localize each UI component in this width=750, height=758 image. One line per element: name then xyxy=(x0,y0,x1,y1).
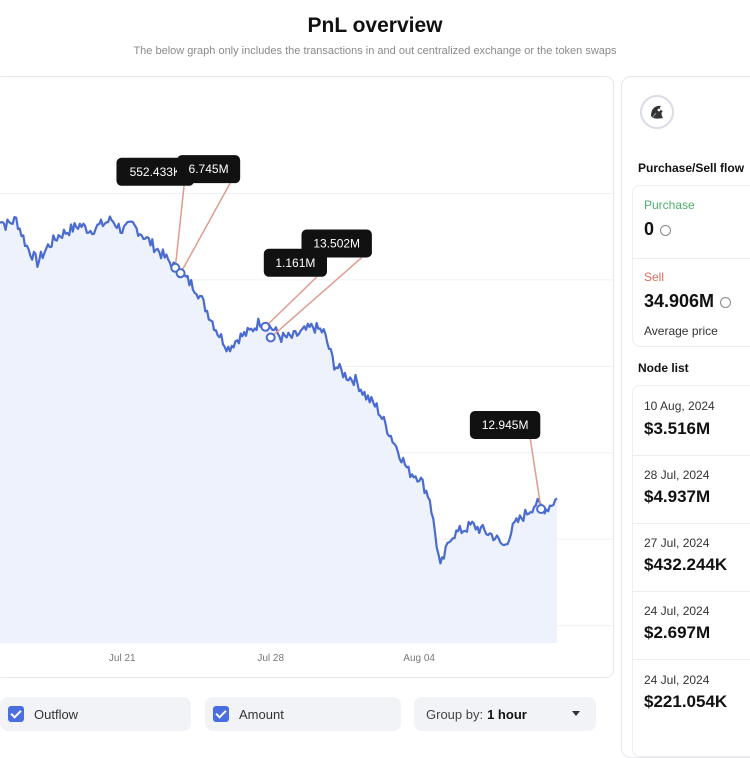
card-divider xyxy=(632,258,750,259)
node-divider xyxy=(632,659,750,660)
node-value: $3.516M xyxy=(644,419,711,438)
node-list-title: Node list xyxy=(638,361,689,375)
flow-title: Purchase/Sell flow xyxy=(638,161,745,175)
header: PnL overview The below graph only includ… xyxy=(0,0,750,70)
annotation-callout xyxy=(116,157,195,186)
outflow-checkbox[interactable] xyxy=(8,706,24,722)
outflow-toggle[interactable]: Outflow xyxy=(0,697,191,731)
annotation-point xyxy=(175,268,186,279)
node-divider xyxy=(632,523,750,524)
annotation-label: 12.945M xyxy=(482,418,529,432)
node-date: 10 Aug, 2024 xyxy=(644,399,715,413)
annotation-connector xyxy=(179,182,231,274)
node-divider xyxy=(632,455,750,456)
annotation-point xyxy=(260,321,271,332)
caret-down-icon xyxy=(572,711,580,716)
node-value: $221.054K xyxy=(644,692,728,711)
node-date: 24 Jul, 2024 xyxy=(644,604,710,618)
average-price-label: Average price xyxy=(644,324,718,338)
node-value: $2.697M xyxy=(644,623,711,642)
annotation-connector xyxy=(174,185,185,268)
purchase-sell-card xyxy=(632,185,750,347)
token-logo-icon xyxy=(644,99,670,125)
node-divider xyxy=(632,591,750,592)
annotation-connector xyxy=(264,276,318,328)
token-small-icon xyxy=(720,296,732,308)
annotation-label: 13.502M xyxy=(313,236,360,250)
annotation-point xyxy=(265,332,276,343)
annotation-label: 6.745M xyxy=(189,162,229,176)
chart-controls: Outflow Amount Group by: 1 hour xyxy=(0,697,610,733)
pnl-line xyxy=(0,215,558,565)
annotation-label: 1.161M xyxy=(275,256,315,270)
node-date: 28 Jul, 2024 xyxy=(644,468,710,482)
annotation-label: 552.433K xyxy=(130,165,181,179)
sell-label: Sell xyxy=(644,270,665,284)
page-subtitle: The below graph only includes the transa… xyxy=(133,45,617,57)
annotation-connector xyxy=(270,256,363,339)
x-tick-label: Jul 21 xyxy=(109,653,136,664)
page-title: PnL overview xyxy=(307,14,443,37)
outflow-label: Outflow xyxy=(34,706,79,722)
node-value: $4.937M xyxy=(644,487,711,506)
node-date: 27 Jul, 2024 xyxy=(644,536,710,550)
token-avatar[interactable] xyxy=(640,95,674,129)
annotation-point xyxy=(536,504,547,514)
amount-label: Amount xyxy=(239,706,284,722)
purchase-value: 0 xyxy=(644,219,672,240)
sidebar-panel: Purchase/Sell flow Purchase 0 Sell 34.90… xyxy=(621,76,750,758)
purchase-value-text: 0 xyxy=(644,219,655,239)
amount-checkbox[interactable] xyxy=(213,706,229,722)
sell-value: 34.906M xyxy=(644,291,732,312)
node-date: 24 Jul, 2024 xyxy=(644,673,710,687)
annotation-callout xyxy=(301,229,372,258)
node-value: $432.244K xyxy=(644,555,728,574)
token-small-icon xyxy=(660,224,672,236)
annotation-callout xyxy=(176,155,241,184)
purchase-label: Purchase xyxy=(644,198,695,212)
sell-value-text: 34.906M xyxy=(644,291,715,311)
annotation-callout xyxy=(469,411,541,439)
x-tick-label: Aug 04 xyxy=(403,653,435,664)
x-tick-label: Jul 28 xyxy=(257,653,284,664)
pnl-area xyxy=(0,216,557,643)
group-by-select[interactable]: Group by: 1 hour xyxy=(414,697,596,731)
annotation-connector xyxy=(529,438,542,510)
group-by-value: 1 hour xyxy=(487,706,527,722)
amount-toggle[interactable]: Amount xyxy=(205,697,401,731)
node-list-card xyxy=(632,385,750,757)
group-by-label: Group by: xyxy=(426,706,484,722)
